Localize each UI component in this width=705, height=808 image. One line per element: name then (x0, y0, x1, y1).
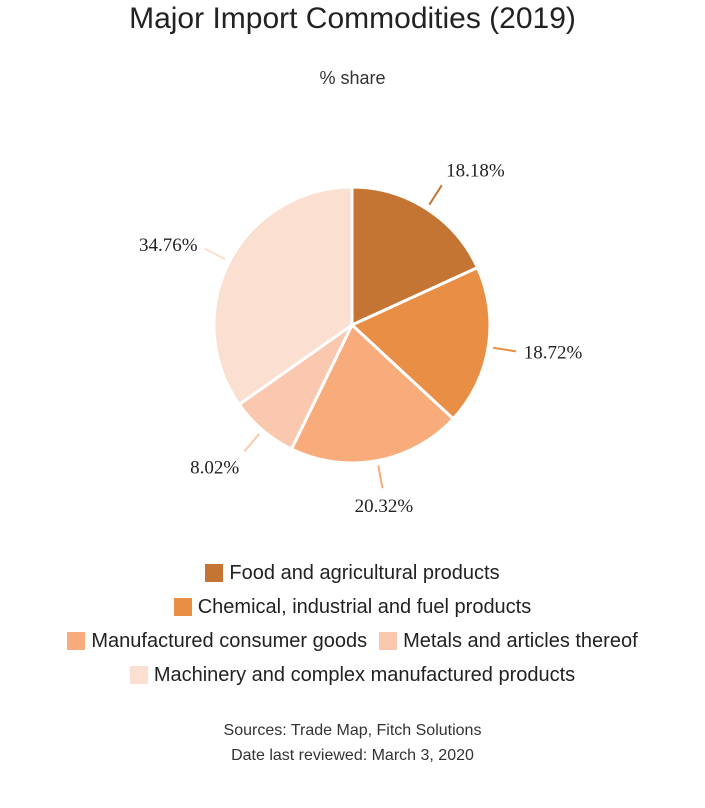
legend-item-machinery: Machinery and complex manufactured produ… (129, 663, 576, 687)
legend-swatch-consumer-goods (67, 632, 86, 650)
legend-label-machinery: Machinery and complex manufactured produ… (153, 663, 576, 686)
slice-data-label: 18.18% (446, 161, 505, 182)
legend-swatch-metals (379, 632, 398, 650)
legend-item-chemical: Chemical, industrial and fuel products (173, 595, 532, 619)
chart-footer: Sources: Trade Map, Fitch Solutions Date… (0, 718, 705, 768)
legend-row: Manufactured consumer goods Metals and a… (0, 624, 705, 658)
pie-slice (289, 322, 456, 465)
slice-leader-line (428, 184, 443, 206)
chart-title: Major Import Commodities (2019) (129, 2, 576, 35)
chart-subtitle: % share (319, 68, 386, 88)
chart-legend: Food and agricultural products Chemical,… (0, 556, 705, 692)
legend-swatch-food (205, 564, 224, 582)
legend-label-consumer-goods: Manufactured consumer goods (91, 629, 368, 652)
slice-leader-line (377, 465, 384, 489)
slice-leader-line (243, 433, 261, 453)
slice-data-label: 34.76% (139, 235, 198, 256)
legend-row: Machinery and complex manufactured produ… (0, 658, 705, 692)
legend-item-metals: Metals and articles thereof (379, 630, 638, 653)
pie-chart: 18.18% 18.72% 20.32% 8.02% 34.76% (139, 161, 583, 517)
pie-slice (212, 185, 354, 407)
slice-leader-line (204, 247, 226, 261)
slice-leader-line (493, 346, 517, 353)
legend-row: Chemical, industrial and fuel products (0, 590, 705, 624)
pie-slice (350, 185, 480, 328)
legend-label-chemical: Chemical, industrial and fuel products (197, 595, 532, 618)
sources-note: Sources: Trade Map, Fitch Solutions (223, 722, 482, 739)
last-reviewed-note: Date last reviewed: March 3, 2020 (231, 747, 474, 764)
legend-swatch-machinery (129, 666, 148, 684)
slice-data-label: 20.32% (355, 496, 414, 517)
legend-item-consumer-goods: Manufactured consumer goods (67, 630, 367, 653)
slice-data-label: 8.02% (190, 457, 239, 478)
legend-label-food: Food and agricultural products (229, 561, 500, 584)
legend-label-metals: Metals and articles thereof (403, 629, 638, 652)
slice-data-label: 18.72% (524, 343, 583, 364)
legend-item-food: Food and agricultural products (205, 561, 500, 585)
legend-swatch-chemical (173, 598, 192, 616)
pie-slice (349, 265, 492, 421)
legend-row: Food and agricultural products (0, 556, 705, 590)
